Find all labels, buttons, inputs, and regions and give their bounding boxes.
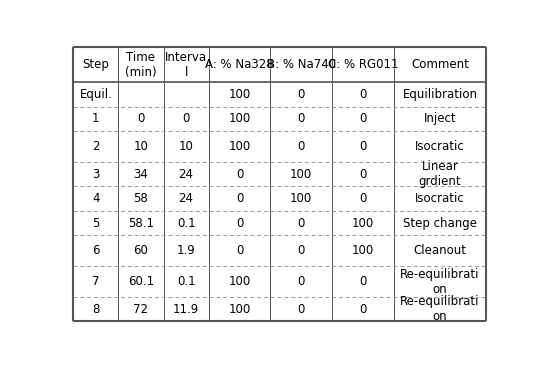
Text: Re-equilibrati
on: Re-equilibrati on [400,295,480,323]
Text: Cleanout: Cleanout [413,244,466,257]
Text: B: % Na740: B: % Na740 [266,58,336,71]
Text: 0: 0 [236,192,243,205]
Text: 0: 0 [137,112,145,125]
Text: Interva
l: Interva l [165,51,207,79]
Text: 100: 100 [228,140,251,153]
Text: 0: 0 [359,112,366,125]
Text: Time
(min): Time (min) [125,51,157,79]
Text: 10: 10 [179,140,193,153]
Text: Step: Step [82,58,109,71]
Text: Comment: Comment [411,58,469,71]
Text: Equilibration: Equilibration [402,88,478,101]
Text: 24: 24 [179,168,194,181]
Text: 0: 0 [298,244,305,257]
Text: 0: 0 [298,140,305,153]
Text: 0: 0 [359,192,366,205]
Text: 4: 4 [92,192,99,205]
Text: 0: 0 [182,112,190,125]
Text: 6: 6 [92,244,99,257]
Text: 58.1: 58.1 [128,216,154,230]
Text: 100: 100 [290,192,312,205]
Text: 3: 3 [92,168,99,181]
Text: 10: 10 [134,140,149,153]
Text: 0: 0 [236,244,243,257]
Text: C: % RG011: C: % RG011 [328,58,398,71]
Text: 0: 0 [236,168,243,181]
Text: 100: 100 [228,303,251,316]
Text: 0: 0 [298,303,305,316]
Text: Linear
grdient: Linear grdient [419,160,461,188]
Text: Equil.: Equil. [79,88,112,101]
Text: 0: 0 [298,275,305,288]
Text: Inject: Inject [424,112,456,125]
Text: 100: 100 [290,168,312,181]
Text: 100: 100 [228,275,251,288]
Text: 0: 0 [298,216,305,230]
Text: 24: 24 [179,192,194,205]
Text: 5: 5 [92,216,99,230]
Text: 100: 100 [228,112,251,125]
Text: 7: 7 [92,275,99,288]
Text: 0: 0 [359,88,366,101]
Text: 0.1: 0.1 [177,275,195,288]
Text: 58: 58 [134,192,149,205]
Text: 60.1: 60.1 [128,275,154,288]
Text: 0: 0 [359,303,366,316]
Text: 0: 0 [359,168,366,181]
Text: Step change: Step change [403,216,477,230]
Text: Re-equilibrati
on: Re-equilibrati on [400,268,480,296]
Text: 0: 0 [236,216,243,230]
Text: A: % Na328: A: % Na328 [205,58,274,71]
Text: 8: 8 [92,303,99,316]
Text: 0: 0 [359,140,366,153]
Text: 60: 60 [134,244,149,257]
Text: Isocratic: Isocratic [415,192,465,205]
Text: 100: 100 [352,244,374,257]
Text: 0.1: 0.1 [177,216,195,230]
Text: 0: 0 [298,112,305,125]
Text: 100: 100 [228,88,251,101]
Text: 1: 1 [92,112,99,125]
Text: 2: 2 [92,140,99,153]
Text: 0: 0 [359,275,366,288]
Text: 0: 0 [298,88,305,101]
Text: 72: 72 [133,303,149,316]
Text: Isocratic: Isocratic [415,140,465,153]
Text: 11.9: 11.9 [173,303,199,316]
Text: 100: 100 [352,216,374,230]
Text: 1.9: 1.9 [177,244,195,257]
Text: 34: 34 [134,168,149,181]
